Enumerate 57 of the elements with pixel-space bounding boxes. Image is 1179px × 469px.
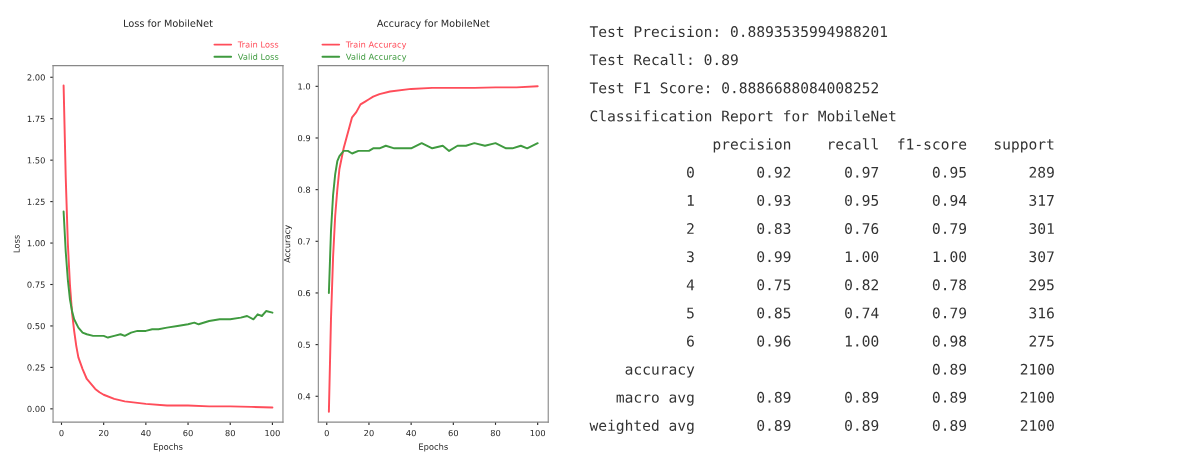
legend-label: Valid Loss (237, 53, 279, 60)
text: Test F1 Score: 0.8886688084008252 (589, 82, 878, 94)
x-tick-label: 20 (98, 429, 109, 437)
line-series (327, 142, 539, 294)
y-tick-label: 0.4 (297, 393, 311, 400)
text: Test Precision: 0.8893535994988201 (589, 25, 888, 38)
y-tick-label: 2.00 (27, 74, 45, 81)
x-tick-label: 0 (324, 429, 329, 437)
y-tick-label: 1.0 (298, 83, 311, 90)
y-axis-title: Accuracy (284, 225, 292, 263)
line-series (327, 85, 539, 413)
legend-label: Train Loss (237, 41, 279, 48)
y-tick-label: 1.50 (27, 157, 45, 164)
line-series (62, 84, 274, 409)
y-tick-label: 0.00 (27, 405, 45, 413)
text: 1 0.93 0.95 0.94 317 (687, 194, 1054, 206)
text: Test Recall: 0.89 (589, 53, 738, 66)
y-axis-title: Loss (13, 235, 20, 253)
text: Classification Report for MobileNet (590, 110, 896, 125)
x-tick-label: 0 (59, 429, 64, 437)
y-tick-label: 0.7 (297, 238, 310, 245)
x-tick-label: 60 (183, 429, 193, 437)
x-tick-label: 100 (530, 429, 546, 437)
x-tick-label: 20 (364, 429, 374, 437)
line-series (62, 210, 274, 339)
x-tick-label: 80 (490, 429, 501, 437)
text: macro avg 0.89 0.89 0.89 2100 (616, 391, 1054, 406)
text: accuracy 0.89 2100 (625, 363, 1054, 378)
text: 5 0.85 0.74 0.79 316 (687, 307, 1054, 319)
text: Valid Accuracy (345, 53, 407, 62)
chart-title: Accuracy for MobileNet (376, 19, 490, 29)
text: 2 0.83 0.76 0.79 301 (687, 223, 1054, 235)
text: 0 0.92 0.97 0.95 289 (687, 166, 1054, 178)
text: 3 0.99 1.00 1.00 307 (687, 251, 1054, 263)
y-tick-label: 0.5 (297, 341, 310, 348)
chart-title: Loss for MobileNet (124, 19, 213, 27)
x-axis-title: Epochs (419, 443, 448, 452)
text: weighted avg 0.89 0.89 0.89 2100 (589, 419, 1054, 434)
x-tick-label: 60 (448, 429, 459, 437)
y-tick-label: 0.8 (297, 186, 311, 193)
y-tick-label: 1.00 (27, 240, 45, 247)
y-tick-label: 0.6 (297, 289, 311, 297)
text: precision recall f1-score support (713, 138, 1054, 153)
y-tick-label: 0.50 (27, 322, 45, 330)
text: Train Accuracy (345, 41, 407, 50)
y-tick-label: 1.75 (27, 115, 45, 122)
y-tick-label: 1.25 (27, 198, 45, 205)
x-tick-label: 40 (140, 429, 151, 437)
x-tick-label: 40 (406, 429, 416, 437)
y-tick-label: 0.75 (27, 281, 45, 288)
text: 6 0.96 1.00 0.98 275 (687, 335, 1054, 347)
y-tick-label: 0.25 (27, 364, 45, 371)
x-tick-label: 80 (225, 429, 235, 437)
x-axis-title: Epochs (153, 443, 183, 452)
x-tick-label: 100 (265, 429, 280, 437)
y-tick-label: 0.9 (297, 134, 311, 142)
text: 4 0.75 0.82 0.78 295 (686, 279, 1054, 291)
